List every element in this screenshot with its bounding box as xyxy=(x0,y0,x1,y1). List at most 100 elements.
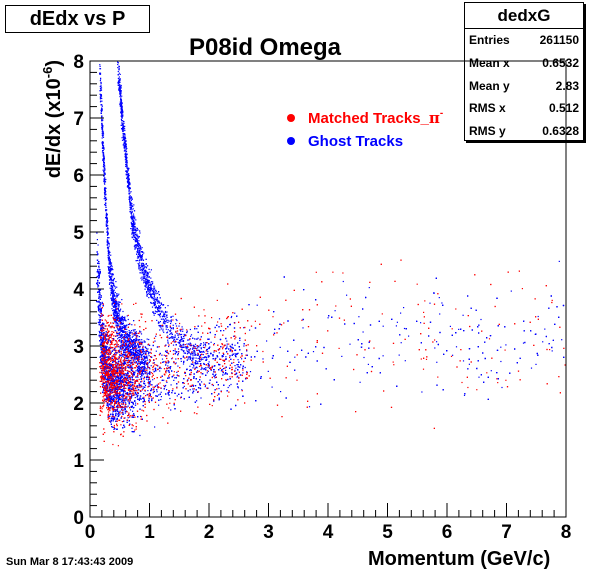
ghost-track-point xyxy=(201,381,203,383)
ghost-track-point xyxy=(111,375,113,377)
ghost-track-point xyxy=(107,397,109,399)
ghost-track-point xyxy=(535,363,537,365)
ghost-track-point xyxy=(382,325,384,327)
ghost-track-point xyxy=(134,392,136,394)
ghost-track-point xyxy=(147,379,149,381)
ghost-track-point xyxy=(182,382,184,384)
ghost-track-point xyxy=(510,290,512,292)
ghost-track-point xyxy=(101,302,103,304)
ghost-track-point xyxy=(100,352,102,354)
ghost-track-point xyxy=(110,397,112,399)
ghost-track-point xyxy=(478,376,480,378)
ghost-track-point xyxy=(116,417,118,420)
ghost-track-point xyxy=(468,363,470,365)
ghost-track-point xyxy=(128,413,130,416)
ghost-track-point xyxy=(101,337,103,339)
ghost-track-point xyxy=(190,369,192,372)
ghost-track-point xyxy=(523,330,525,332)
ghost-track-point xyxy=(104,370,106,372)
ghost-track-point xyxy=(112,410,114,412)
ghost-track-point xyxy=(147,390,149,392)
ghost-track-point xyxy=(132,382,134,384)
ghost-track-point xyxy=(161,375,163,377)
ghost-track-point xyxy=(112,366,114,368)
ghost-track-point xyxy=(140,381,142,383)
ghost-track-point xyxy=(109,378,111,380)
ghost-track-point xyxy=(237,366,239,368)
ghost-track-point xyxy=(98,310,100,312)
ghost-track-point xyxy=(103,351,105,353)
ghost-track-point xyxy=(242,367,244,369)
ghost-track-point xyxy=(112,407,114,409)
ghost-track-point xyxy=(102,305,104,307)
ghost-track-point xyxy=(166,370,168,372)
ghost-track-point xyxy=(114,409,116,411)
ghost-track-point xyxy=(228,385,231,387)
ghost-track-point xyxy=(105,335,107,337)
ghost-track-point xyxy=(446,350,448,352)
ghost-track-point xyxy=(115,375,117,377)
ghost-track-point xyxy=(132,410,134,412)
ghost-track-point xyxy=(234,354,236,356)
ghost-track-point xyxy=(210,352,212,355)
ghost-track-point xyxy=(129,376,131,378)
ghost-track-point xyxy=(98,271,100,273)
ghost-track-point xyxy=(234,369,236,371)
ghost-track-point xyxy=(130,388,132,390)
ghost-track-point xyxy=(143,382,145,384)
ghost-track-point xyxy=(327,317,329,319)
ghost-track-point xyxy=(160,391,162,393)
ghost-track-point xyxy=(139,346,141,348)
ghost-track-point xyxy=(106,396,108,398)
ghost-track-point xyxy=(205,357,208,359)
ghost-track-point xyxy=(222,368,225,370)
ghost-track-point xyxy=(160,399,162,401)
ghost-track-point xyxy=(112,426,114,428)
ghost-track-point xyxy=(152,392,154,394)
ghost-track-point xyxy=(315,346,317,348)
ghost-track-point xyxy=(121,368,123,370)
ghost-track-point xyxy=(189,373,191,375)
ghost-track-point xyxy=(100,355,102,357)
ghost-track-point xyxy=(126,346,128,349)
ghost-track-point xyxy=(124,401,126,403)
ghost-track-point xyxy=(102,354,104,356)
ghost-track-point xyxy=(168,394,170,396)
ghost-track-point xyxy=(112,349,114,351)
ghost-track-point xyxy=(294,356,296,358)
ghost-track-point xyxy=(484,357,486,360)
ghost-track-point xyxy=(109,415,111,417)
ghost-track-point xyxy=(102,329,104,332)
ghost-track-point xyxy=(129,377,131,379)
ghost-track-point xyxy=(130,396,133,398)
ghost-track-point xyxy=(436,361,438,363)
ghost-track-point xyxy=(100,347,102,349)
ghost-track-point xyxy=(262,358,264,360)
ghost-track-point xyxy=(119,398,121,401)
ghost-track-point xyxy=(96,254,99,256)
ghost-track-point xyxy=(194,385,197,387)
ghost-track-point xyxy=(210,341,212,343)
ghost-track-point xyxy=(100,295,102,297)
ghost-track-point xyxy=(116,401,118,403)
ghost-track-point xyxy=(442,304,444,306)
ghost-track-point xyxy=(114,383,116,386)
ghost-track-point xyxy=(138,399,140,401)
ghost-track-point xyxy=(195,366,198,368)
ghost-track-point xyxy=(452,354,454,356)
ghost-track-point xyxy=(400,342,402,344)
ghost-track-point xyxy=(231,362,233,364)
ghost-track-point xyxy=(208,338,210,340)
ghost-track-point xyxy=(110,400,112,403)
ghost-track-point xyxy=(120,394,122,396)
ghost-track-point xyxy=(229,378,231,380)
ghost-track-point xyxy=(119,347,121,349)
ghost-track-point xyxy=(101,328,103,330)
ghost-track-point xyxy=(97,321,100,324)
ghost-track-point xyxy=(168,361,170,363)
ghost-track-point xyxy=(176,371,178,373)
ghost-track-point xyxy=(230,408,232,410)
ghost-track-point xyxy=(111,396,113,399)
ghost-track-point xyxy=(97,269,99,271)
ghost-track-point xyxy=(122,390,125,393)
